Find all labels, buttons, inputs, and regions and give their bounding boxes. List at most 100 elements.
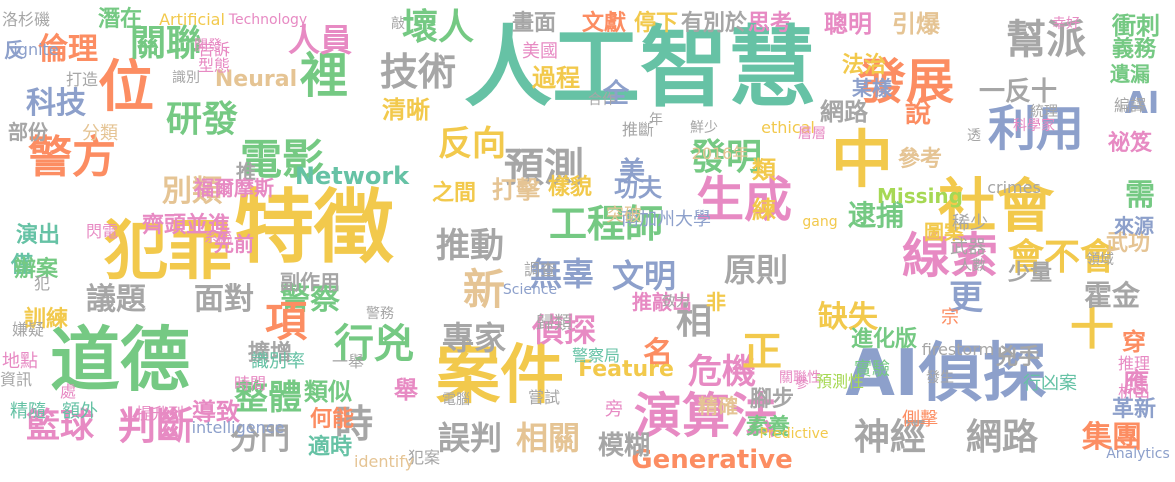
cloud-word: 時: [334, 402, 374, 446]
cloud-word: 推理: [1117, 354, 1151, 373]
cloud-word: 穿: [1122, 328, 1146, 356]
cloud-word: 統理: [1030, 104, 1058, 120]
cloud-word: ethical: [761, 118, 815, 137]
cloud-word: 額外: [62, 401, 98, 422]
cloud-word: 項: [264, 297, 308, 346]
cloud-word: 打造: [65, 70, 99, 89]
cloud-word: 武功: [1105, 231, 1151, 256]
cloud-word: 舉: [394, 376, 418, 404]
cloud-word: 相關: [515, 419, 581, 457]
cloud-word: 法治: [841, 53, 887, 78]
cloud-word: 整體: [234, 378, 302, 418]
cloud-word: 應: [1122, 369, 1150, 399]
cloud-word: 素養: [745, 415, 791, 440]
cloud-word: 案件: [436, 339, 564, 413]
cloud-word: 倫理: [38, 32, 98, 67]
cloud-word: Science: [502, 282, 558, 298]
cloud-word: 原則: [723, 251, 789, 289]
cloud-word: 引爆: [892, 10, 940, 38]
cloud-word: 中: [830, 123, 894, 196]
cloud-word: 稀少: [952, 213, 988, 234]
cloud-word: 警務: [366, 306, 394, 322]
cloud-word: 工程師: [548, 202, 664, 246]
cloud-word: 網路: [965, 417, 1039, 458]
cloud-word: 辦案: [13, 257, 59, 282]
cloud-word: 道德: [50, 319, 190, 401]
cloud-word: 開發: [194, 38, 222, 54]
cloud-word: 某樣: [852, 76, 892, 100]
cloud-word: 先前: [214, 232, 254, 256]
cloud-word: 位: [98, 55, 154, 120]
cloud-word: 裡: [299, 48, 349, 104]
cloud-word: 人工智慧: [463, 16, 817, 119]
cloud-word: 祕笈: [1107, 131, 1153, 156]
cloud-word: 會不會: [1007, 237, 1117, 278]
cloud-word: 十: [1070, 304, 1114, 355]
cloud-word: 警察: [280, 282, 340, 317]
cloud-word: 參考: [897, 147, 943, 172]
cloud-word: ignite: [13, 40, 59, 59]
cloud-word: 霍金: [1083, 279, 1141, 312]
cloud-word: 嫌疑: [11, 320, 45, 339]
cloud-word: 側擊: [902, 409, 938, 430]
cloud-word: 透: [967, 128, 981, 144]
cloud-word: 武器: [950, 237, 986, 258]
cloud-word: 有別於: [680, 11, 748, 36]
cloud-word: 需: [1125, 178, 1155, 213]
cloud-word: 人數: [958, 258, 986, 274]
cloud-word: 網路: [820, 98, 868, 126]
cloud-word: 致力: [662, 294, 690, 310]
cloud-word: 時間: [233, 374, 267, 393]
cloud-word: 革新: [1111, 397, 1157, 422]
cloud-word: 打擊: [492, 176, 540, 204]
cloud-word: 調查: [523, 260, 557, 279]
cloud-word: 全: [602, 79, 630, 109]
cloud-word: 告訴: [197, 40, 231, 59]
cloud-word: 導致: [192, 398, 240, 426]
cloud-word: 宗: [941, 307, 959, 328]
cloud-word: 科技: [26, 86, 86, 121]
cloud-word: 領域: [1086, 252, 1114, 268]
cloud-word: 識別率: [251, 351, 305, 372]
cloud-word: 推: [236, 160, 256, 184]
cloud-word: 壞人: [401, 7, 475, 48]
cloud-word: Feature: [578, 357, 674, 382]
cloud-word: 析出: [1117, 382, 1151, 401]
cloud-word: 鮮少: [690, 120, 718, 136]
cloud-word: 反: [4, 38, 24, 62]
cloud-word: 犯案: [407, 448, 441, 467]
cloud-word: 旁: [605, 399, 623, 420]
cloud-word: 潛在: [97, 7, 143, 32]
cloud-word: 地點: [2, 351, 38, 372]
cloud-word: 警方: [28, 132, 116, 183]
cloud-word: 人員: [287, 21, 353, 59]
cloud-word: 科學家: [1013, 118, 1055, 134]
cloud-word: 社會: [937, 172, 1055, 240]
cloud-word: 副作用: [280, 270, 340, 294]
cloud-word: 文獻: [581, 11, 627, 36]
cloud-word: Neural: [214, 67, 298, 92]
cloud-word: 思考: [747, 11, 793, 36]
cloud-word: 推斷: [621, 120, 655, 139]
cloud-word: 發明: [689, 137, 763, 178]
cloud-word: 精確: [698, 394, 738, 418]
cloud-word: 參: [795, 376, 809, 392]
cloud-word: 新: [462, 265, 506, 314]
cloud-word: 反向: [438, 124, 506, 164]
cloud-word: 型態: [197, 56, 231, 75]
cloud-word: 一舉: [331, 352, 365, 371]
cloud-word: Predictive: [759, 426, 829, 442]
cloud-word: 電影: [239, 135, 325, 184]
cloud-word: 擴增: [247, 341, 293, 366]
cloud-word: 幫派: [1006, 17, 1086, 63]
cloud-word: 類: [752, 156, 776, 184]
cloud-word: Missing: [877, 184, 963, 208]
cloud-word: 無辜: [529, 255, 595, 293]
cloud-word: 齊頭並進: [141, 213, 231, 238]
cloud-word: 練: [752, 196, 776, 224]
cloud-word: 編譯: [1113, 96, 1147, 115]
cloud-word: 精隨: [10, 401, 46, 422]
cloud-word: 適時: [307, 435, 353, 460]
cloud-word: 層層: [798, 126, 826, 142]
